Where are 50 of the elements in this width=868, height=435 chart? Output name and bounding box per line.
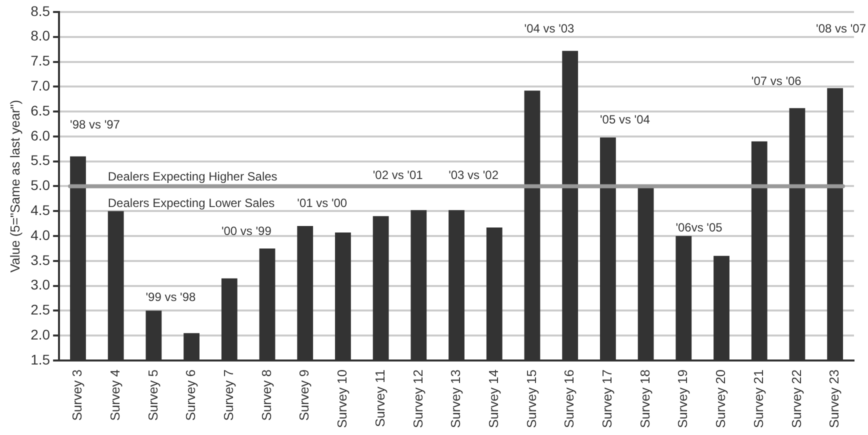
x-tick-label: Survey 13	[448, 369, 464, 428]
y-tick-label: 6.0	[30, 127, 50, 144]
y-tick-label: 3.0	[30, 276, 50, 293]
annotation: '00 vs '99	[221, 224, 272, 238]
y-tick-label: 3.5	[30, 252, 50, 268]
annotation: '01 vs '00	[297, 196, 348, 210]
x-tick-label: Survey 16	[562, 369, 577, 428]
y-tick-label: 4.5	[30, 202, 50, 218]
y-axis-title: Value (5="Same as last year")	[7, 100, 22, 273]
ref-line-label: Dealers Expecting Higher Sales	[108, 170, 278, 184]
annotation: '05 vs '04	[600, 112, 650, 126]
y-tick-label: 5.0	[30, 177, 50, 194]
y-tick-label: 7.5	[30, 52, 50, 69]
x-tick-label: Survey 17	[600, 369, 615, 428]
x-tick-label: Survey 11	[372, 369, 388, 428]
y-tick-label: 8.5	[30, 2, 50, 19]
x-tick-label: Survey 18	[637, 369, 652, 428]
annotation: '08 vs '07	[816, 22, 866, 36]
annotation: '99 vs '98	[146, 290, 196, 304]
y-tick-label: 6.5	[30, 102, 50, 118]
y-tick-label: 2.5	[30, 302, 50, 318]
x-tick-label: Survey 15	[524, 369, 539, 428]
annotation: '04 vs '03	[524, 22, 575, 36]
x-tick-label: Survey 5	[145, 369, 160, 421]
annotation: '06vs '05	[676, 220, 723, 234]
y-tick-label: 5.5	[30, 152, 50, 168]
x-tick-label: Survey 7	[220, 369, 236, 421]
x-tick-label: Survey 3	[70, 369, 85, 421]
x-tick-label: Survey 14	[486, 369, 501, 428]
y-tick-label: 4.0	[30, 226, 50, 243]
x-tick-label: Survey 12	[410, 369, 426, 428]
annotation: '02 vs '01	[372, 168, 424, 182]
y-tick-label: 7.0	[30, 78, 50, 94]
y-tick-label: 1.5	[30, 351, 50, 368]
x-tick-label: Survey 4	[107, 369, 122, 421]
annotation: Dealers Expecting Lower Sales	[108, 196, 275, 210]
x-tick-label: Survey 21	[750, 369, 766, 428]
y-tick-label: 2.0	[30, 326, 50, 342]
y-tick-label: 8.0	[30, 28, 50, 44]
x-tick-label: Survey 8	[258, 369, 274, 421]
annotation: '98 vs '97	[70, 118, 120, 132]
x-tick-label: Survey 10	[334, 369, 350, 428]
annotation: '03 vs '02	[448, 168, 499, 182]
x-tick-label: Survey 9	[296, 369, 312, 421]
annotation: '07 vs '06	[751, 74, 802, 88]
x-tick-label: Survey 22	[788, 369, 804, 428]
x-tick-label: Survey 19	[675, 369, 690, 428]
x-tick-label: Survey 23	[826, 369, 842, 428]
x-tick-label: Survey 6	[183, 369, 198, 421]
x-tick-label: Survey 20	[713, 369, 728, 428]
